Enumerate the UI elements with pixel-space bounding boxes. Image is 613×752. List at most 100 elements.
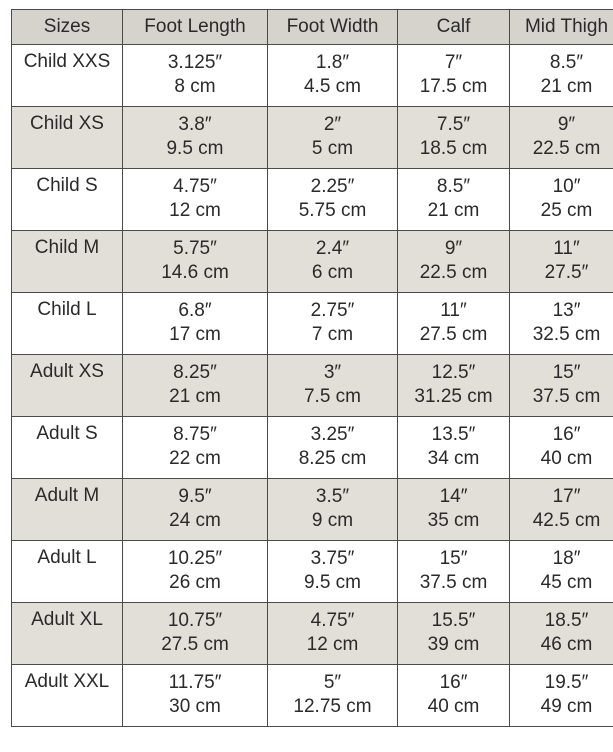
- metric-value: 24 cm: [169, 510, 221, 531]
- inch-value: 8.5″: [549, 52, 584, 73]
- inch-value: 7″: [444, 52, 463, 73]
- inch-value: 15.5″: [431, 610, 476, 631]
- metric-value: 9.5 cm: [303, 572, 362, 593]
- table-row: Adult M 9.5″ 24 cm 3.5″ 9 cm 14″ 35 cm 17″ 42.5 …: [11, 478, 613, 541]
- metric-value: 12.75 cm: [293, 696, 372, 717]
- metric-value: 5.75 cm: [298, 200, 367, 221]
- header-cell: Foot Length: [122, 9, 268, 45]
- size-cell: Adult S: [11, 416, 123, 479]
- measure-cell: 3″ 7.5 cm: [267, 354, 398, 417]
- measure-cell: 17″ 42.5 cm: [509, 478, 613, 541]
- size-cell: Adult XS: [11, 354, 123, 417]
- size-label: Adult XXL: [24, 671, 110, 692]
- metric-value: 22.5 cm: [532, 138, 601, 159]
- measure-cell: 15″ 37.5 cm: [509, 354, 613, 417]
- metric-value: 26 cm: [169, 572, 221, 593]
- measure-cell: 8.75″ 22 cm: [122, 416, 268, 479]
- metric-value: 27.5 cm: [161, 634, 229, 655]
- measure-cell: 5.75″ 14.6 cm: [122, 230, 268, 293]
- measure-cell: 2.25″ 5.75 cm: [267, 168, 398, 231]
- header-cell: Foot Width: [267, 9, 398, 45]
- metric-value: 8.25 cm: [298, 448, 367, 469]
- measure-cell: 16″ 40 cm: [509, 416, 613, 479]
- size-label: Adult S: [36, 423, 98, 444]
- header-cell: Calf: [397, 9, 510, 45]
- inch-value: 12.5″: [431, 362, 476, 383]
- metric-value: 35 cm: [427, 510, 480, 531]
- metric-value: 39 cm: [427, 634, 480, 655]
- table-row: Child L 6.8″ 17 cm 2.75″ 7 cm 11″ 27.5 cm 13″ 32…: [11, 292, 613, 355]
- inch-value: 15″: [552, 362, 581, 383]
- measure-cell: 1.8″ 4.5 cm: [267, 44, 398, 107]
- measure-cell: 11″ 27.5 cm: [397, 292, 510, 355]
- metric-value: 31.25 cm: [414, 386, 493, 407]
- measure-cell: 9″ 22.5 cm: [509, 106, 613, 169]
- header-row: Sizes Foot Length Foot Width Calf Mid Thigh: [11, 9, 613, 45]
- size-cell: Child M: [11, 230, 123, 293]
- inch-value: 6.8″: [178, 300, 212, 321]
- metric-value: 7 cm: [311, 324, 354, 345]
- size-cell: Adult L: [11, 540, 123, 603]
- inch-value: 18.5″: [544, 610, 589, 631]
- measure-cell: 9.5″ 24 cm: [122, 478, 268, 541]
- metric-value: 21 cm: [427, 200, 480, 221]
- metric-value: 21 cm: [169, 386, 221, 407]
- metric-value: 46 cm: [540, 634, 593, 655]
- size-cell: Adult XL: [11, 602, 123, 665]
- inch-value: 1.8″: [315, 52, 350, 73]
- inch-value: 9″: [557, 114, 576, 135]
- size-cell: Child XXS: [11, 44, 123, 107]
- metric-value: 12 cm: [169, 200, 221, 221]
- inch-value: 4.75″: [173, 176, 217, 197]
- inch-value: 17″: [552, 486, 581, 507]
- table-row: Child M 5.75″ 14.6 cm 2.4″ 6 cm 9″ 22.5 cm 11″ 2…: [11, 230, 613, 293]
- metric-value: 17.5 cm: [419, 76, 488, 97]
- size-label: Child M: [34, 237, 100, 258]
- table-row: Adult L 10.25″ 26 cm 3.75″ 9.5 cm 15″ 37.5 cm 1…: [11, 540, 613, 603]
- metric-value: 42.5 cm: [532, 510, 601, 531]
- metric-value: 40 cm: [540, 448, 593, 469]
- metric-value: 7.5 cm: [303, 386, 362, 407]
- measure-cell: 11.75″ 30 cm: [122, 664, 268, 727]
- measure-cell: 18″ 45 cm: [509, 540, 613, 603]
- table-row: Child XS 3.8″ 9.5 cm 2″ 5 cm 7.5″ 18.5 cm 9″ 22.…: [11, 106, 613, 169]
- size-cell: Adult XXL: [11, 664, 123, 727]
- metric-value: 45 cm: [540, 572, 593, 593]
- measure-cell: 9″ 22.5 cm: [397, 230, 510, 293]
- measure-cell: 18.5″ 46 cm: [509, 602, 613, 665]
- measure-cell: 13″ 32.5 cm: [509, 292, 613, 355]
- inch-value: 3.5″: [315, 486, 350, 507]
- measure-cell: 11″ 27.5″: [509, 230, 613, 293]
- measure-cell: 2.4″ 6 cm: [267, 230, 398, 293]
- inch-value: 19.5″: [544, 672, 589, 693]
- measure-cell: 8.5″ 21 cm: [509, 44, 613, 107]
- measure-cell: 10.75″ 27.5 cm: [122, 602, 268, 665]
- measure-cell: 14″ 35 cm: [397, 478, 510, 541]
- measure-cell: 2.75″ 7 cm: [267, 292, 398, 355]
- inch-value: 8.75″: [173, 424, 217, 445]
- metric-value: 22.5 cm: [419, 262, 488, 283]
- header-cell: Mid Thigh: [509, 9, 613, 45]
- metric-value: 25 cm: [540, 200, 593, 221]
- inch-value: 3.75″: [310, 548, 355, 569]
- size-label: Child XS: [30, 113, 104, 134]
- measure-cell: 8.25″ 21 cm: [122, 354, 268, 417]
- measure-cell: 3.25″ 8.25 cm: [267, 416, 398, 479]
- inch-value: 9.5″: [178, 486, 212, 507]
- metric-value: 21 cm: [540, 76, 593, 97]
- measure-cell: 7.5″ 18.5 cm: [397, 106, 510, 169]
- metric-value: 40 cm: [427, 696, 480, 717]
- size-label: Adult XS: [30, 361, 104, 382]
- inch-value: 3.8″: [178, 114, 212, 135]
- metric-value: 27.5 cm: [419, 324, 488, 345]
- measure-cell: 12.5″ 31.25 cm: [397, 354, 510, 417]
- metric-value: 32.5 cm: [532, 324, 601, 345]
- inch-value: 10″: [552, 176, 581, 197]
- inch-value: 13.5″: [431, 424, 476, 445]
- inch-value: 16″: [439, 672, 468, 693]
- table-row: Child S 4.75″ 12 cm 2.25″ 5.75 cm 8.5″ 21 cm 10…: [11, 168, 613, 231]
- inch-value: 5.75″: [173, 238, 217, 259]
- inch-value: 15″: [439, 548, 468, 569]
- table-row: Adult XXL 11.75″ 30 cm 5″ 12.75 cm 16″ 40 cm 19…: [11, 664, 613, 727]
- measure-cell: 3.5″ 9 cm: [267, 478, 398, 541]
